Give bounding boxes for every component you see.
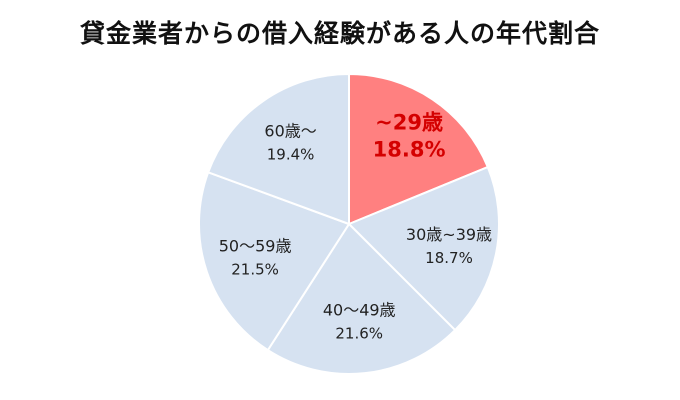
slice-label-4: 50～59歳: [219, 237, 292, 256]
pie-slice-2: [347, 165, 501, 332]
slice-label-1: ~29歳: [375, 110, 443, 134]
slice-value-5: 19.4%: [267, 145, 315, 163]
pie-slice-4: [198, 171, 351, 352]
slice-label-2: 30歳~39歳: [406, 225, 492, 244]
slice-value-2: 18.7%: [425, 249, 473, 267]
chart-title: 貸金業者からの借入経験がある人の年代割合: [79, 19, 600, 48]
pie-slices: [198, 72, 501, 375]
slice-label-3: 40～49歳: [323, 301, 396, 320]
pie-slice-1: [348, 72, 490, 226]
pie-labels: ~29歳 18.8% 30歳~39歳 18.7% 40～49歳 21.6% 50～59歳 21…: [219, 110, 492, 342]
pie-slice-5: [206, 72, 350, 226]
pie-slice-3: [266, 222, 457, 375]
slice-value-3: 21.6%: [335, 325, 383, 343]
slice-value-1: 18.8%: [373, 137, 446, 161]
slice-label-5: 60歳～: [264, 121, 316, 140]
slice-value-4: 21.5%: [231, 261, 279, 279]
